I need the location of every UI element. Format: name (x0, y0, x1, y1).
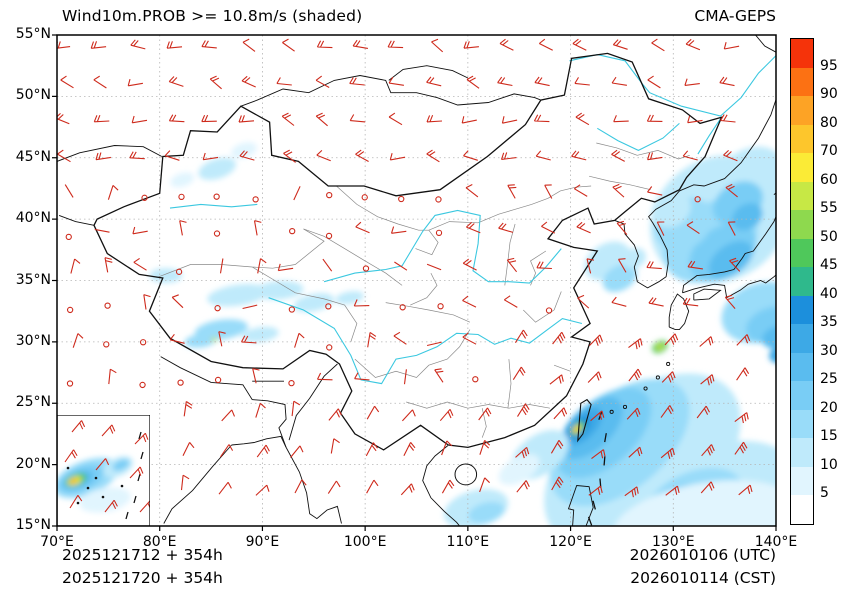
lat-tick-label: 40°N (15, 210, 51, 227)
colorbar-tick-label: 25 (820, 371, 838, 388)
lat-tick-label: 55°N (15, 26, 51, 42)
lon-tick-label: 140°E (754, 534, 798, 550)
colorbar-tick-label: 5 (820, 485, 829, 502)
colorbar-segment (791, 181, 813, 211)
coastlines-borders (57, 35, 776, 526)
colorbar-segment (791, 324, 813, 353)
colorbar-tick-label: 55 (820, 200, 838, 217)
colorbar-tick-label: 15 (820, 428, 838, 445)
lat-tick-label: 25°N (15, 394, 51, 411)
valid-time-cst: 2026010114 (CST) (630, 569, 776, 587)
lon-tick-label: 130°E (651, 534, 695, 550)
lat-tick-label: 35°N (15, 271, 51, 288)
colorbar-segment (791, 67, 813, 97)
probability-shading (149, 142, 776, 526)
colorbar-tick-label: 45 (820, 257, 838, 274)
lat-tick-label: 45°N (15, 148, 51, 165)
init-time-cst: 2025121720 + 354h (62, 569, 223, 587)
colorbar-segment (791, 295, 813, 325)
colorbar-tick-label: 90 (820, 86, 838, 103)
colorbar-segment (791, 238, 813, 268)
colorbar-tick-label: 80 (820, 114, 838, 131)
colorbar-segment (791, 409, 813, 439)
colorbar-segment (791, 438, 813, 467)
colorbar-segment (791, 153, 813, 182)
colorbar (790, 38, 814, 525)
colorbar-segment (791, 39, 813, 68)
wind-barbs (57, 38, 753, 498)
colorbar-tick-label: 30 (820, 342, 838, 359)
page-title: Wind10m.PROB >= 10.8m/s (shaded) (62, 7, 363, 25)
colorbar-tick-label: 50 (820, 228, 838, 245)
colorbar-tick-label: 40 (820, 285, 838, 302)
colorbar-segment (791, 466, 813, 496)
colorbar-tick-label: 95 (820, 57, 838, 74)
valid-times: 2026010106 (UTC) 2026010114 (CST) (456, 544, 776, 590)
init-times: 2025121712 + 354h 2025121720 + 354h (62, 544, 223, 590)
colorbar-tick-label: 60 (820, 171, 838, 188)
lat-tick-label: 15°N (15, 517, 51, 533)
axis-ticks (52, 34, 777, 531)
model-name: CMA-GEPS (694, 7, 776, 25)
colorbar-segment (791, 210, 813, 239)
rivers (169, 54, 776, 385)
colorbar-tick-label: 70 (820, 143, 838, 160)
lat-tick-label: 20°N (15, 455, 51, 472)
valid-time-utc: 2026010106 (UTC) (629, 546, 776, 564)
lat-tick-label: 50°N (15, 87, 51, 104)
lon-tick-label: 100°E (343, 534, 387, 550)
lon-tick-label: 120°E (549, 534, 592, 550)
colorbar-segment (791, 495, 813, 524)
lon-tick-label: 80°E (142, 534, 177, 550)
colorbar-segment (791, 96, 813, 125)
south-china-sea-inset (57, 415, 150, 526)
gridlines (57, 35, 776, 526)
colorbar-segment (791, 381, 813, 410)
lon-tick-label: 90°E (245, 534, 280, 550)
colorbar-tick-label: 10 (820, 456, 838, 473)
colorbar-tick-label: 20 (820, 399, 838, 416)
colorbar-segment (791, 124, 813, 154)
init-time-utc: 2025121712 + 354h (62, 546, 223, 564)
lon-tick-label: 70°E (40, 534, 74, 550)
lon-tick-label: 110°E (446, 534, 490, 550)
colorbar-segment (791, 352, 813, 382)
colorbar-segment (791, 267, 813, 296)
lat-tick-label: 30°N (15, 332, 51, 349)
colorbar-tick-label: 35 (820, 314, 838, 331)
